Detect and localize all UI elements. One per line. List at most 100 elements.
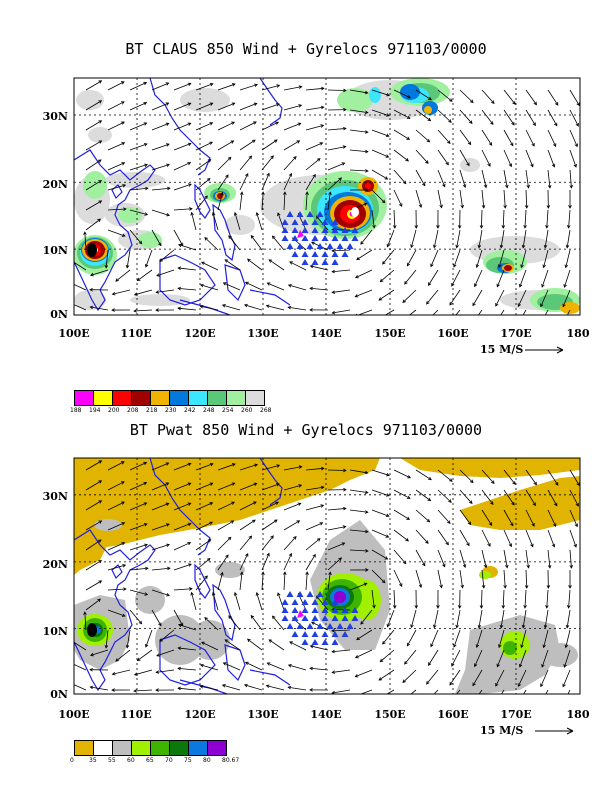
wind-vector: [107, 184, 126, 191]
wind-vector: [283, 86, 302, 91]
wind-vector: [562, 289, 571, 307]
wind-vector: [310, 645, 329, 651]
wind-vector: [349, 129, 368, 133]
wind-vector: [310, 265, 329, 271]
wind-vector-head: [98, 140, 103, 144]
wind-vector: [393, 89, 411, 99]
wind-vector: [239, 121, 257, 131]
wind-vector: [247, 258, 263, 271]
wind-vector-head: [406, 115, 411, 119]
wind-vector: [371, 469, 390, 476]
wind-vector: [451, 269, 461, 287]
wind-vector-head: [405, 158, 409, 162]
wind-vector: [500, 309, 505, 315]
wind-vector: [85, 159, 102, 171]
wind-vector-head: [331, 628, 335, 633]
bottom-colorbar-tick-label: 65: [146, 757, 154, 764]
wind-vector-head: [568, 585, 572, 589]
wind-vector: [105, 629, 109, 648]
wind-vector: [178, 307, 197, 311]
wind-vector: [217, 520, 234, 531]
wind-vector: [355, 289, 373, 298]
wind-vector: [568, 589, 571, 608]
wind-vector: [107, 461, 125, 471]
coastline: [149, 458, 211, 556]
top-colorbar-tick-label: 248: [203, 407, 215, 414]
wind-vector: [217, 463, 236, 471]
wind-vector: [456, 229, 461, 248]
wind-vector: [569, 549, 572, 568]
bottom-colorbar-swatch: [169, 740, 189, 756]
wind-vector-head: [209, 482, 214, 486]
gyre-location-triangle: [336, 243, 344, 249]
wind-vector: [453, 629, 461, 648]
wind-vector-head: [245, 553, 249, 557]
wind-vector-head: [545, 605, 549, 609]
wind-vector: [217, 192, 223, 211]
wind-vector-head: [244, 281, 249, 286]
wind-vector: [503, 469, 516, 485]
wind-vector: [244, 304, 263, 311]
coastline: [159, 634, 216, 686]
wind-vector-head: [144, 186, 149, 191]
wind-vector-head: [386, 92, 390, 97]
wind-vector: [151, 229, 162, 246]
wind-vector-head: [98, 480, 103, 484]
wind-vector: [195, 159, 211, 171]
coastline: [74, 529, 156, 692]
bottom-colorbar-swatch: [207, 740, 227, 756]
wind-vector-head: [199, 305, 204, 309]
wind-vector-head: [422, 182, 426, 187]
wind-vector-head: [451, 282, 455, 287]
gyre-location-triangle: [331, 631, 339, 637]
wind-vector-head: [145, 263, 149, 268]
wind-vector: [547, 129, 557, 147]
wind-vector-head: [123, 587, 127, 591]
wind-vector-head: [98, 520, 103, 524]
wind-vector-head: [510, 522, 514, 527]
wind-vector: [239, 572, 243, 591]
gyre-location-triangle: [286, 623, 294, 629]
wind-vector: [305, 87, 324, 91]
bottom-colorbar: [74, 740, 227, 756]
wind-vector: [327, 557, 342, 571]
gyre-location-triangle: [311, 227, 319, 233]
wind-vector-head: [402, 679, 406, 684]
top-ylabel-20n: 20N: [42, 178, 68, 191]
wind-vector: [498, 629, 505, 648]
wind-vector: [129, 502, 147, 511]
wind-vector: [371, 169, 388, 180]
wind-vector-head: [499, 244, 504, 249]
wind-vector-head: [427, 497, 432, 502]
wind-vector-head: [166, 186, 171, 191]
wind-vector-head: [472, 702, 475, 705]
wind-vector-head: [354, 674, 359, 678]
wind-vector-head: [268, 639, 273, 643]
wind-vector-head: [382, 640, 386, 645]
gyre-location-triangle: [301, 251, 309, 257]
wind-vector: [503, 89, 516, 105]
wind-vector: [261, 139, 278, 151]
wind-vector-head: [136, 657, 141, 662]
wind-vector-head: [97, 159, 102, 163]
wind-vector: [547, 529, 555, 547]
wind-vector-head: [211, 211, 216, 216]
wind-vector-head: [427, 117, 432, 122]
wind-vector-head: [425, 540, 429, 544]
wind-vector: [502, 589, 505, 608]
wind-vector-head: [445, 541, 449, 546]
wind-vector: [332, 629, 351, 632]
wind-vector: [173, 523, 191, 531]
wind-vector-head: [309, 644, 314, 649]
gyre-location-triangle: [321, 227, 329, 233]
wind-vector: [356, 629, 373, 640]
wind-vector: [178, 287, 197, 291]
bottom-gyre-center: [297, 610, 304, 618]
wind-vector-head: [384, 176, 389, 180]
wind-vector: [481, 149, 491, 167]
wind-vector: [459, 189, 463, 208]
gyre-location-triangle: [311, 639, 319, 645]
wind-vector: [404, 269, 417, 285]
gyre-location-triangle: [306, 243, 314, 249]
wind-vector-head: [386, 113, 390, 117]
